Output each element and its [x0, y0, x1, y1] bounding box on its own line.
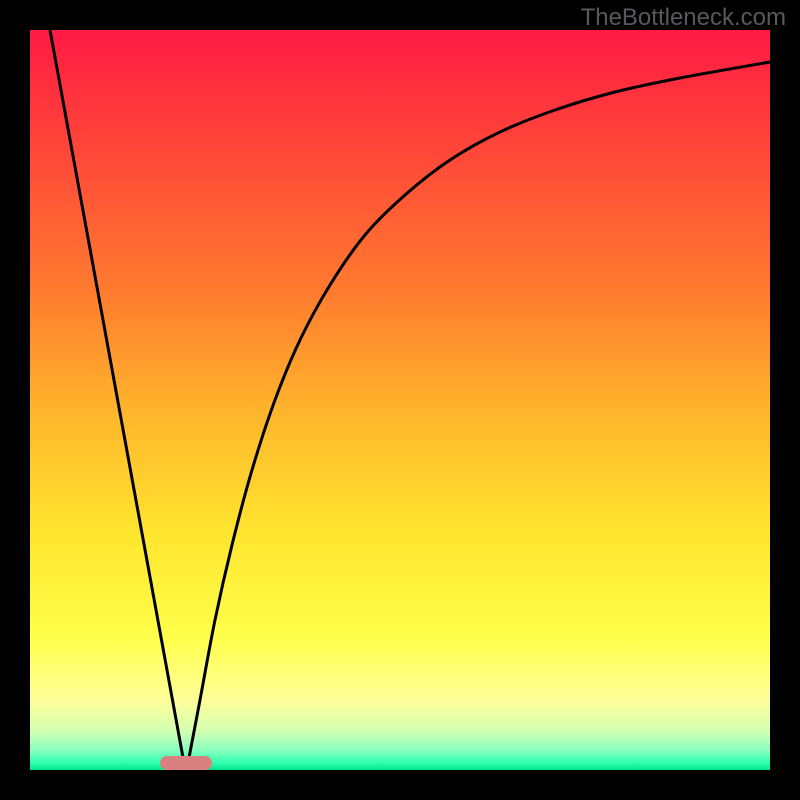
watermark-text: TheBottleneck.com [581, 4, 786, 32]
gradient-plot-area [30, 30, 770, 770]
chart-container: TheBottleneck.com [0, 0, 800, 800]
optimum-marker-pill [160, 756, 212, 770]
